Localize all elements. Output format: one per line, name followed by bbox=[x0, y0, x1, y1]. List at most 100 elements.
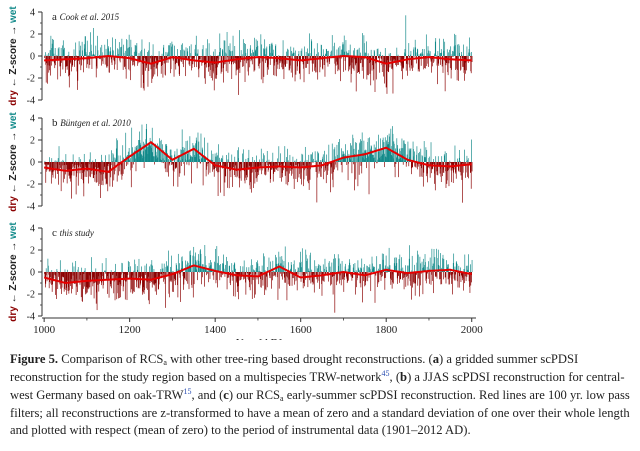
annual-bar-dry bbox=[61, 162, 63, 170]
annual-bar-dry bbox=[84, 162, 86, 172]
annual-bar-dry bbox=[59, 272, 60, 281]
annual-bar-dry bbox=[90, 272, 91, 282]
annual-bar-dry bbox=[81, 162, 83, 169]
annual-bar-wet bbox=[199, 250, 201, 272]
annual-bar-dry bbox=[451, 272, 452, 284]
annual-bar-dry bbox=[228, 162, 230, 189]
annual-bar-dry bbox=[160, 56, 161, 57]
annual-bar-dry bbox=[415, 162, 417, 168]
annual-bar-dry bbox=[316, 56, 318, 73]
annual-bar-dry bbox=[389, 56, 391, 68]
annual-bar-wet bbox=[121, 38, 123, 56]
annual-bar-wet bbox=[253, 269, 254, 272]
annual-bar-wet bbox=[328, 50, 329, 56]
y-tick-label: -2 bbox=[27, 290, 35, 301]
annual-bar-dry bbox=[164, 56, 166, 75]
annual-bar-dry bbox=[80, 56, 82, 58]
annual-bar-wet bbox=[404, 143, 405, 162]
annual-bar-dry bbox=[50, 162, 51, 171]
annual-bar-dry bbox=[187, 56, 189, 59]
annual-bar-wet bbox=[172, 44, 174, 56]
annual-bar-dry bbox=[348, 272, 349, 281]
annual-bar-dry bbox=[370, 272, 372, 292]
annual-bar-dry bbox=[201, 56, 202, 57]
annual-bar-dry bbox=[229, 272, 231, 284]
annual-bar-wet bbox=[441, 52, 443, 56]
annual-bar-wet bbox=[338, 266, 339, 272]
caption-reference[interactable]: 15 bbox=[183, 387, 192, 396]
annual-bar-dry bbox=[150, 272, 151, 282]
annual-bar-dry bbox=[92, 272, 93, 281]
annual-bar-wet bbox=[396, 148, 398, 162]
annual-bar-dry bbox=[248, 56, 249, 76]
annual-bar-wet bbox=[468, 52, 469, 56]
annual-bar-dry bbox=[299, 56, 301, 80]
annual-bar-wet bbox=[254, 270, 256, 272]
annual-bar-wet bbox=[205, 48, 207, 56]
annual-bar-wet bbox=[101, 154, 102, 162]
annual-bar-wet bbox=[233, 264, 235, 272]
annual-bar-dry bbox=[97, 272, 98, 281]
y-tick-label: 2 bbox=[30, 136, 35, 147]
annual-bar-dry bbox=[470, 56, 471, 57]
annual-bar-wet bbox=[312, 152, 313, 162]
caption-text: ) a JJAS scPDSI reconstruction for centr… bbox=[10, 370, 625, 402]
x-tick-label: 1800 bbox=[375, 324, 398, 336]
annual-bar-wet bbox=[313, 158, 314, 162]
annual-bar-dry bbox=[292, 272, 294, 279]
annual-bar-wet bbox=[273, 270, 274, 272]
annual-bar-dry bbox=[470, 162, 471, 173]
annual-bar-dry bbox=[59, 56, 60, 61]
annual-bar-dry bbox=[192, 272, 194, 298]
annual-bar-dry bbox=[414, 272, 416, 284]
annual-bar-dry bbox=[417, 272, 419, 286]
annual-bar-dry bbox=[451, 56, 452, 70]
annual-bar-dry bbox=[325, 162, 327, 169]
annual-bar-dry bbox=[437, 56, 438, 85]
annual-bar-dry bbox=[216, 56, 218, 76]
annual-bar-dry bbox=[283, 56, 284, 70]
annual-bar-wet bbox=[178, 155, 180, 162]
annual-bar-wet bbox=[118, 49, 120, 56]
annual-bar-dry bbox=[458, 162, 460, 172]
annual-bar-dry bbox=[261, 162, 263, 171]
annual-bar-dry bbox=[179, 56, 180, 77]
annual-bar-dry bbox=[99, 272, 100, 284]
annual-bar-wet bbox=[458, 265, 460, 272]
annual-bar-wet bbox=[203, 155, 204, 162]
annual-bar-dry bbox=[285, 272, 287, 274]
annual-bar-dry bbox=[419, 272, 421, 286]
annual-bar-dry bbox=[361, 56, 363, 71]
annual-bar-dry bbox=[268, 162, 269, 170]
annual-bar-dry bbox=[56, 162, 58, 174]
annual-bar-dry bbox=[425, 272, 427, 284]
annual-bar-wet bbox=[394, 257, 396, 272]
annual-bar-dry bbox=[368, 162, 370, 195]
annual-bar-wet bbox=[380, 264, 381, 272]
annual-bar-wet bbox=[373, 144, 375, 162]
annual-bar-dry bbox=[135, 272, 137, 276]
annual-bar-dry bbox=[256, 162, 258, 182]
annual-bar-wet bbox=[200, 133, 202, 162]
lowpass-filter-line bbox=[43, 140, 472, 173]
annual-bar-wet bbox=[123, 44, 124, 56]
caption-reference[interactable]: 45 bbox=[381, 369, 390, 378]
annual-bar-wet bbox=[56, 268, 58, 272]
annual-bar-wet bbox=[277, 158, 278, 162]
caption-panel-letter: a bbox=[432, 352, 440, 366]
annual-bar-dry bbox=[424, 56, 425, 68]
annual-bar-dry bbox=[44, 272, 46, 277]
annual-bar-wet bbox=[350, 158, 352, 162]
annual-bar-wet bbox=[439, 52, 441, 56]
annual-bar-dry bbox=[239, 56, 241, 73]
annual-bar-dry bbox=[52, 56, 54, 62]
annual-bar-wet bbox=[428, 261, 429, 272]
annual-bar-dry bbox=[119, 162, 121, 172]
annual-bar-dry bbox=[460, 56, 461, 71]
annual-bar-dry bbox=[124, 56, 125, 68]
annual-bar-dry bbox=[403, 272, 405, 290]
annual-bar-dry bbox=[460, 162, 462, 176]
annual-bar-dry bbox=[179, 272, 181, 278]
annual-bar-wet bbox=[403, 140, 405, 162]
